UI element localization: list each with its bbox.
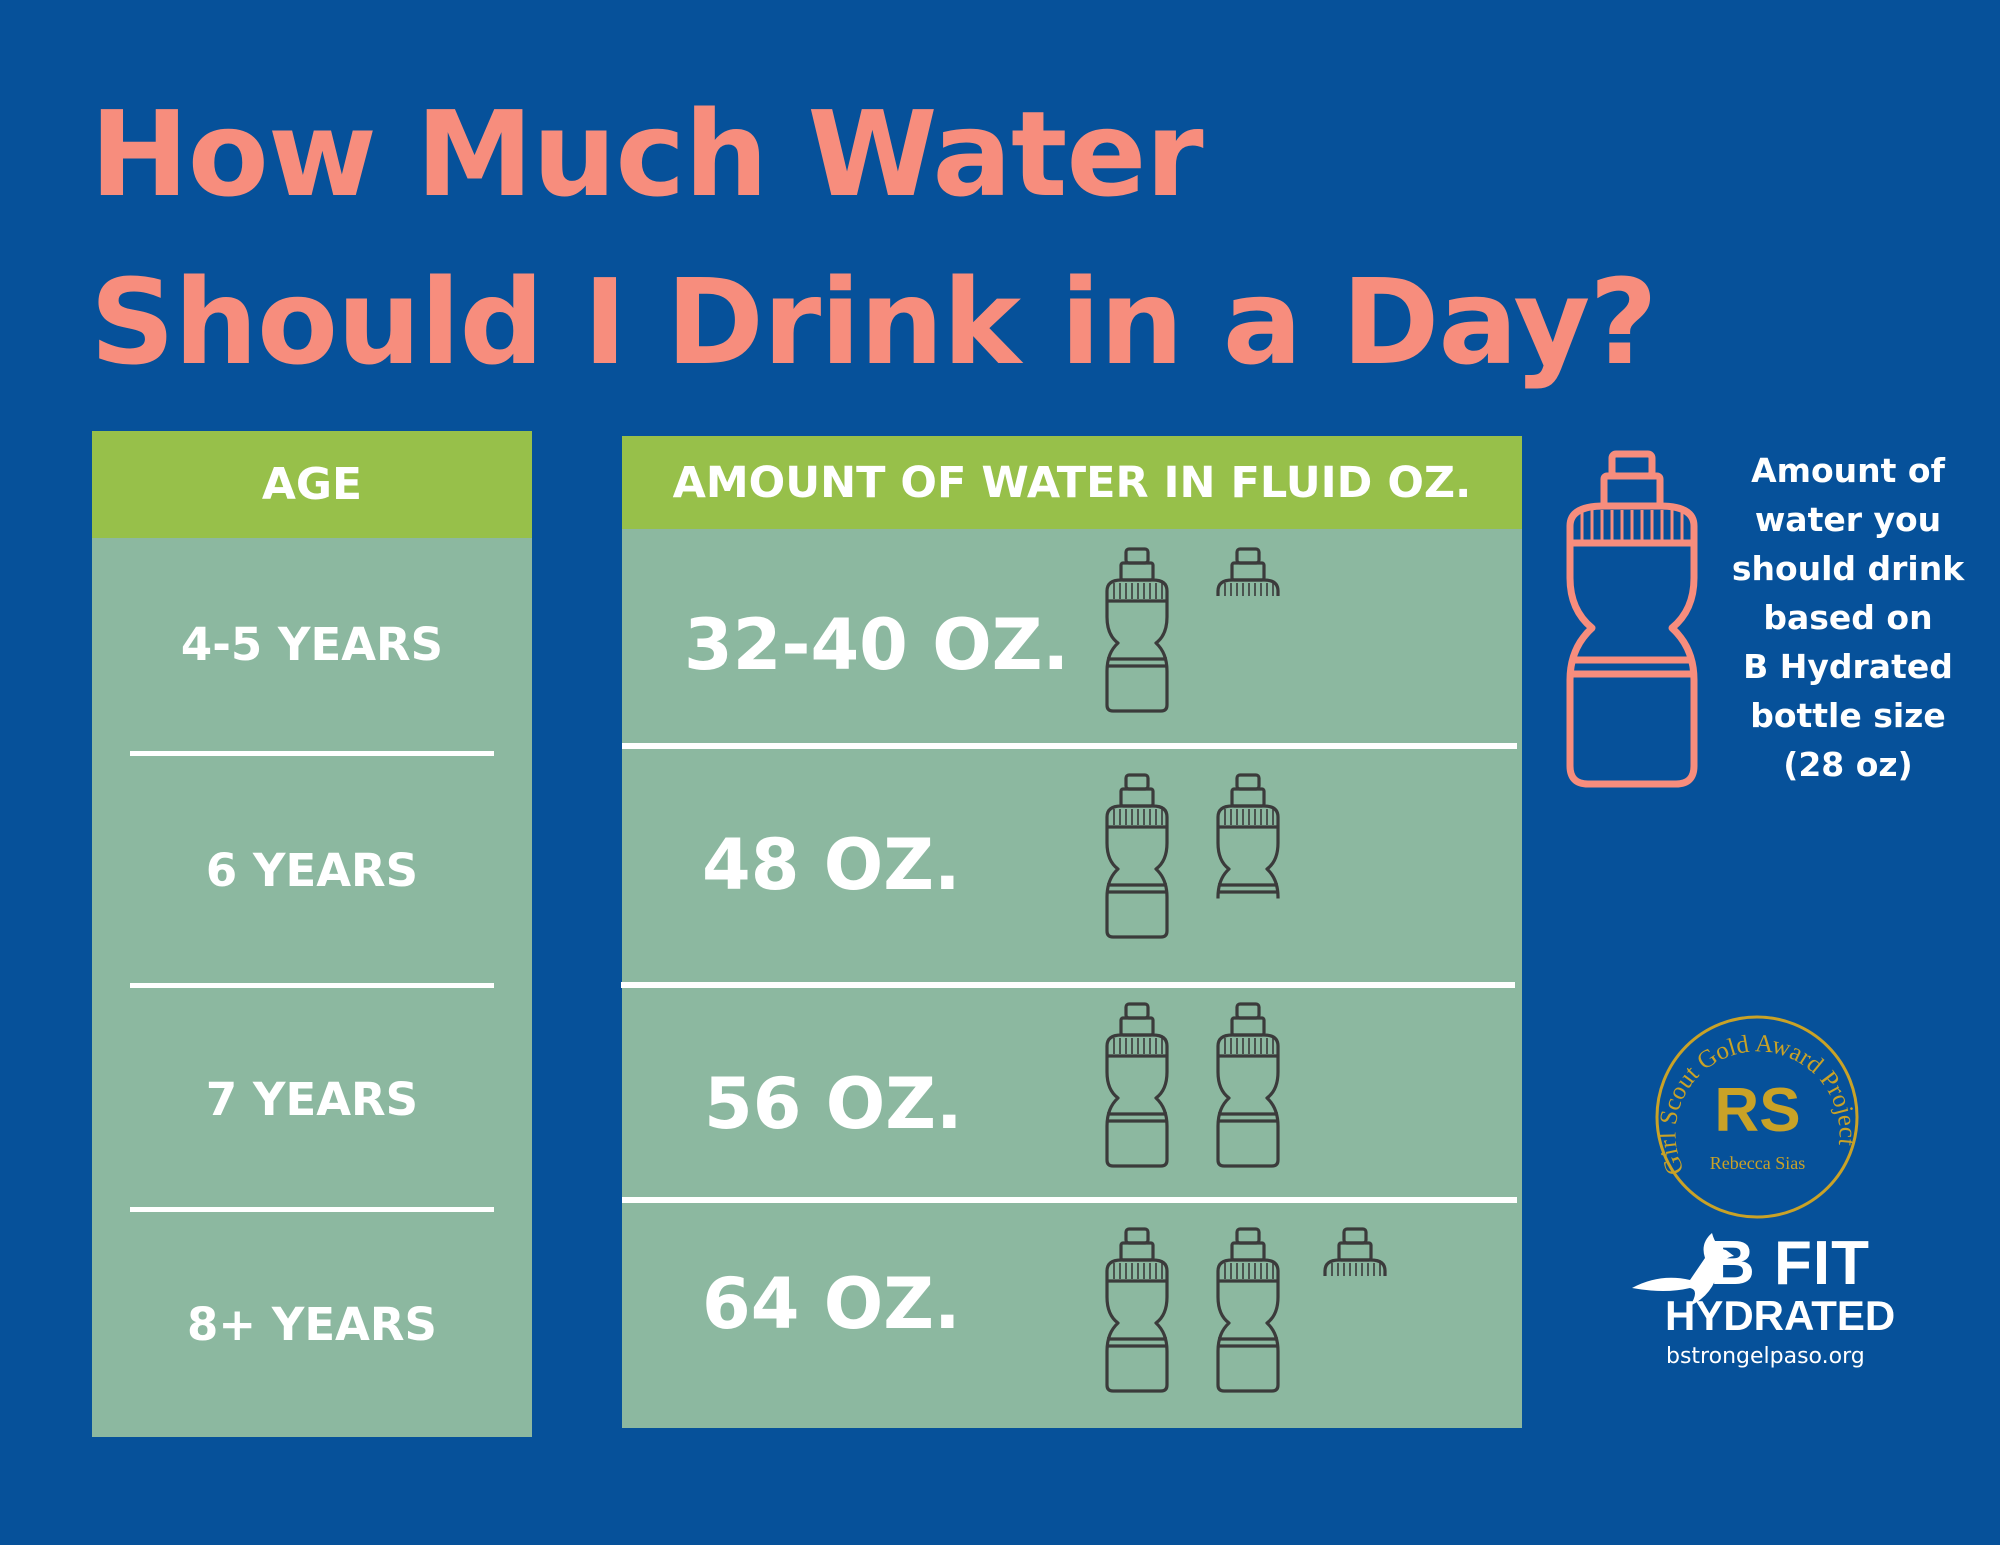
title-line-2: Should I Drink in a Day? — [90, 253, 1658, 391]
bottle-icon — [1104, 1225, 1170, 1395]
bottle-icon — [1215, 1225, 1281, 1395]
logo-line-2: HYDRATED — [1665, 1292, 1896, 1339]
age-row-3: 7 YEARS — [205, 1072, 419, 1126]
age-divider — [130, 1207, 494, 1212]
seal-initials: RS — [1714, 1076, 1801, 1145]
age-row-4: 8+ YEARS — [187, 1298, 437, 1351]
age-row-2: 6 YEARS — [205, 843, 419, 897]
partial-bottle-icon — [1215, 545, 1281, 715]
seal-name: Rebecca Sias — [1709, 1153, 1806, 1173]
partial-bottle-icon — [1215, 771, 1281, 941]
amount-label: 64 OZ. — [702, 1263, 961, 1345]
amount-label: 48 OZ. — [702, 824, 961, 906]
age-row-1: 4-5 YEARS — [180, 618, 444, 671]
amount-label: 32-40 OZ. — [684, 604, 1070, 686]
bird-icon — [1632, 1233, 1734, 1306]
amount-column: AMOUNT OF WATER IN FLUID OZ. 32-40 OZ. 4… — [621, 436, 1522, 1428]
bottle-icon — [1104, 545, 1170, 715]
gold-award-seal: Girl Scout Gold Award Project RS Rebecca… — [1650, 1010, 1865, 1225]
age-column: AGE 4-5 YEARS 6 YEARS 7 YEARS 8+ YEARS — [92, 431, 532, 1437]
bottle-icon — [1215, 1000, 1281, 1170]
logo-url: bstrongelpaso.org — [1666, 1344, 1865, 1369]
amount-label: 56 OZ. — [704, 1063, 963, 1145]
bottle-icon — [1104, 1000, 1170, 1170]
amount-row-2: 48 OZ. — [622, 749, 1522, 989]
bottle-icon — [1104, 771, 1170, 941]
amount-divider — [622, 743, 1517, 749]
bottle-size-note: Amount of water you should drink based o… — [1731, 451, 1965, 784]
age-header: AGE — [92, 431, 532, 538]
logo-line-1: B FIT — [1710, 1229, 1870, 1298]
title-line-1: How Much Water — [90, 85, 1204, 223]
amount-row-4: 64 OZ. — [622, 1203, 1522, 1428]
amount-divider — [621, 982, 1515, 988]
age-divider — [130, 751, 494, 756]
page-title: How Much Water Should I Drink in a Day? — [90, 70, 1658, 406]
amount-divider — [622, 1197, 1517, 1203]
water-bottle-icon — [1562, 448, 1702, 794]
amount-header: AMOUNT OF WATER IN FLUID OZ. — [622, 436, 1522, 529]
amount-row-3: 56 OZ. — [622, 988, 1522, 1204]
partial-bottle-icon — [1322, 1225, 1388, 1395]
bfit-hydrated-logo: B FIT HYDRATED bstrongelpaso.org — [1630, 1228, 1895, 1403]
amount-row-1: 32-40 OZ. — [622, 529, 1522, 839]
age-divider — [130, 983, 494, 988]
